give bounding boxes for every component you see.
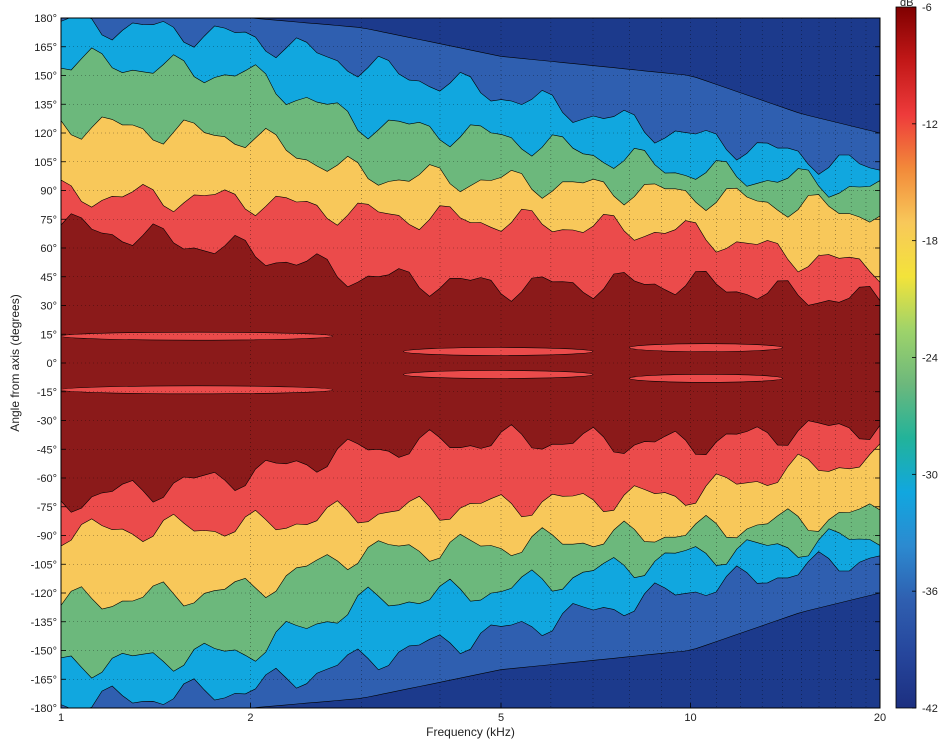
x-axis: 1 2 5 10 20 — [58, 703, 886, 724]
y-tick-label: 135° — [34, 99, 57, 111]
y-tick-label: 0° — [46, 358, 57, 370]
y-tick-label: -60° — [37, 473, 57, 485]
y-tick-label: 90° — [40, 186, 57, 198]
y-tick-label: -135° — [31, 617, 57, 629]
x-tick-label: 10 — [684, 712, 696, 724]
lobe-streak — [61, 331, 333, 341]
colorbar-tick-label: -36 — [922, 586, 938, 598]
y-tick-label: 45° — [40, 272, 57, 284]
contour-band-minus-6-db — [61, 213, 880, 513]
lobe-streak — [403, 347, 594, 356]
y-tick-label: 60° — [40, 243, 57, 255]
colorbar: -6 -12 -18 -24 -30 -36 -42 — [895, 2, 938, 715]
y-tick-label: -180° — [31, 703, 57, 715]
y-tick-label: 150° — [34, 71, 57, 83]
y-tick-label: -105° — [31, 559, 57, 571]
x-axis-title: Frequency (kHz) — [426, 725, 515, 739]
colorbar-tick-label: -30 — [922, 469, 938, 481]
colorbar-tick-label: -12 — [922, 119, 938, 131]
y-tick-label: 30° — [40, 301, 57, 313]
y-tick-label: -15° — [37, 387, 57, 399]
colorbar-tick-label: -42 — [922, 703, 938, 715]
lobe-streak — [629, 343, 783, 352]
y-tick-label: 75° — [40, 214, 57, 226]
x-tick-label: 2 — [247, 712, 253, 724]
x-tick-label: 1 — [58, 712, 64, 724]
lobe-streak — [61, 385, 333, 395]
y-tick-label: 105° — [34, 157, 57, 169]
colorbar-tick-label: -6 — [922, 2, 932, 14]
grid-lines — [61, 18, 880, 708]
colorbar-title: dB — [900, 0, 913, 9]
colorbar-tick-label: -24 — [922, 353, 938, 365]
y-tick-label: -120° — [31, 588, 57, 600]
x-tick-label: 20 — [874, 712, 886, 724]
y-tick-label: 165° — [34, 42, 57, 54]
y-tick-label: -90° — [37, 531, 57, 543]
x-tick-label: 5 — [498, 712, 504, 724]
y-tick-label: -45° — [37, 444, 57, 456]
y-tick-label: 15° — [40, 329, 57, 341]
y-tick-label: -150° — [31, 646, 57, 658]
lobe-streak — [403, 370, 594, 379]
y-axis: 180° 165° 150° 135° 120° 105° 90° 75° 60° 45° 30° 1… — [31, 13, 880, 715]
y-tick-label: -165° — [31, 674, 57, 686]
y-tick-label: -30° — [37, 416, 57, 428]
plot-area — [61, 18, 880, 708]
y-axis-title: Angle from axis (degrees) — [8, 294, 22, 431]
lobe-streak — [629, 374, 783, 383]
y-tick-label: -75° — [37, 502, 57, 514]
y-tick-label: 180° — [34, 13, 57, 25]
colorbar-tick-label: -18 — [922, 236, 938, 248]
y-tick-label: 120° — [34, 128, 57, 140]
